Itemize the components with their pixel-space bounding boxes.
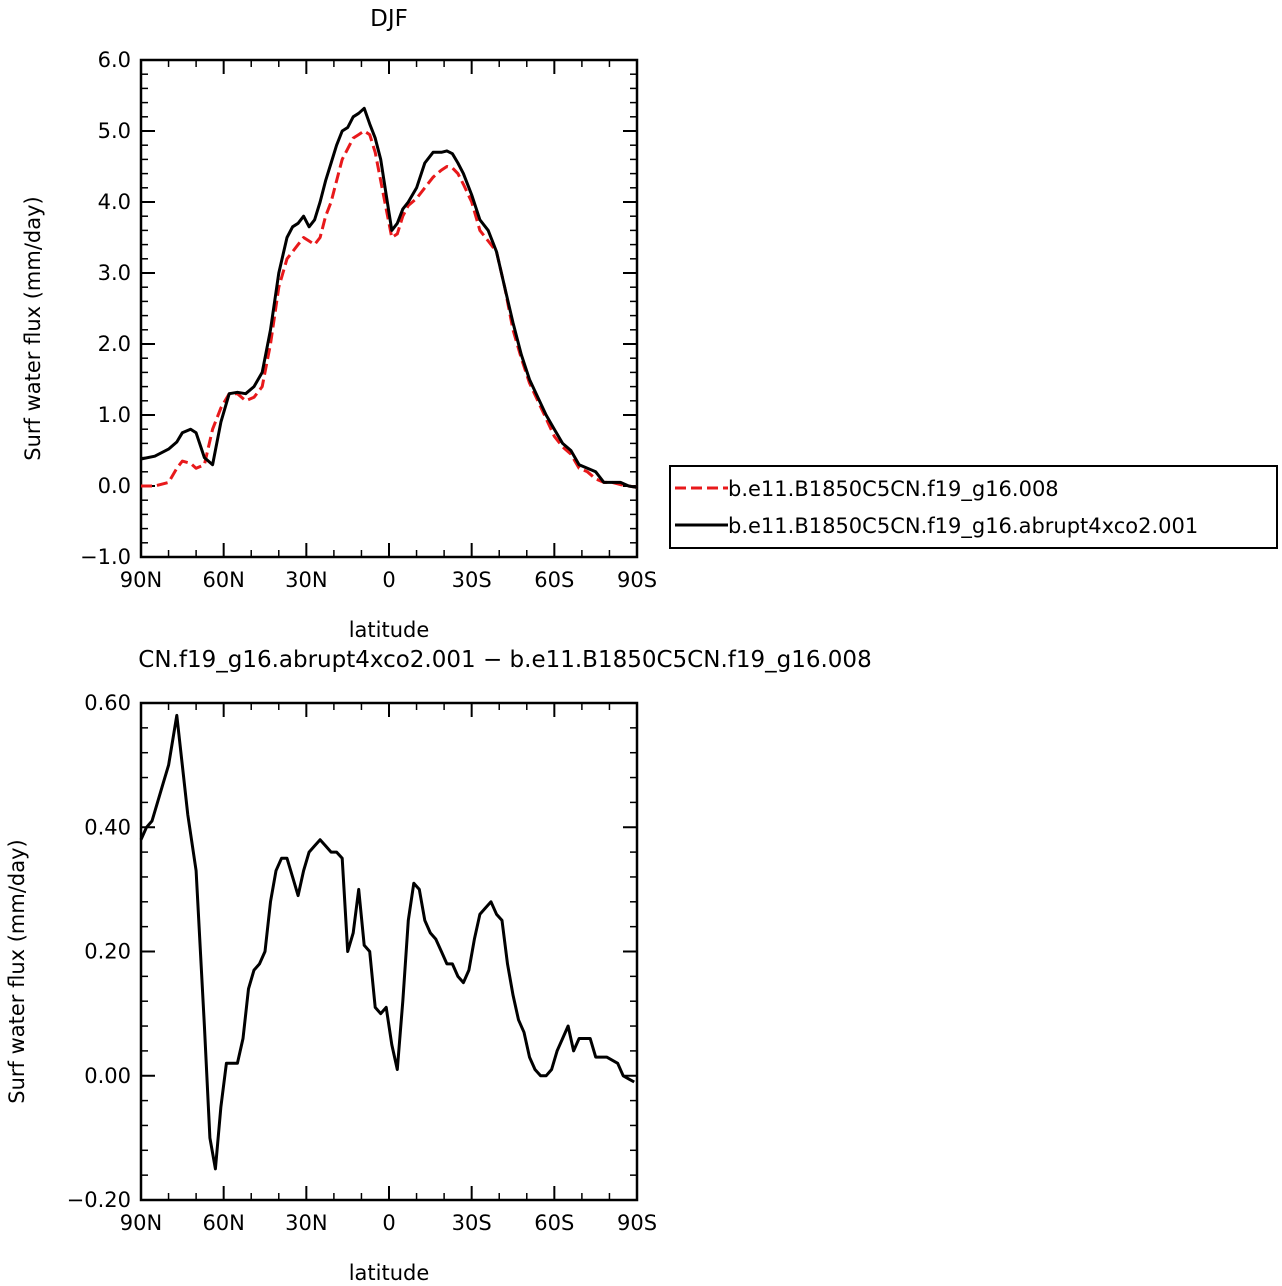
y-tick-label: 1.0 xyxy=(98,403,131,427)
legend-label-1: b.e11.B1850C5CN.f19_g16.abrupt4xco2.001 xyxy=(728,514,1198,539)
y-tick-label: −1.0 xyxy=(80,545,131,569)
x-tick-label: 90N xyxy=(120,568,162,592)
y-tick-label: 0.20 xyxy=(84,940,131,964)
chart-title: DJF xyxy=(370,6,408,32)
x-tick-label: 60S xyxy=(534,568,574,592)
series-line-1 xyxy=(140,106,638,489)
x-tick-label: 60N xyxy=(202,568,244,592)
y-axis-label: Surf water flux (mm/day) xyxy=(21,196,45,461)
legend: b.e11.B1850C5CN.f19_g16.008 b.e11.B1850C5… xyxy=(669,465,1278,549)
y-tick-label: 0.0 xyxy=(98,474,131,498)
y-tick-label: 2.0 xyxy=(98,332,131,356)
x-tick-label: 30S xyxy=(452,1211,492,1235)
y-tick-label: −0.20 xyxy=(67,1188,131,1212)
chart-difference: CN.f19_g16.abrupt4xco2.001 − b.e11.B1850… xyxy=(5,647,872,1285)
chart-djf: DJF 90N 60N 30N 0 30S 60S 90S −1.0 0.0 1.0 2.0 3.0 4.… xyxy=(21,6,657,642)
series-line-0 xyxy=(139,713,635,1171)
legend-box xyxy=(669,465,1278,549)
x-axis-label: latitude xyxy=(349,618,430,642)
y-axis-label: Surf water flux (mm/day) xyxy=(5,839,29,1104)
y-tick-label: 0.40 xyxy=(84,815,131,839)
x-tick-label: 0 xyxy=(382,1211,395,1235)
legend-label-0: b.e11.B1850C5CN.f19_g16.008 xyxy=(728,477,1059,502)
x-tick-label: 90S xyxy=(617,1211,657,1235)
x-tick-label: 60N xyxy=(202,1211,244,1235)
plot-frame xyxy=(139,58,639,559)
y-tick-label: 6.0 xyxy=(98,48,131,72)
y-tick-label: 3.0 xyxy=(98,261,131,285)
x-tick-label: 30N xyxy=(285,568,327,592)
plot-frame xyxy=(139,701,639,1202)
x-tick-label: 30N xyxy=(285,1211,327,1235)
x-tick-label: 90N xyxy=(120,1211,162,1235)
chart-title: CN.f19_g16.abrupt4xco2.001 − b.e11.B1850… xyxy=(138,647,871,673)
x-tick-label: 0 xyxy=(382,568,395,592)
y-tick-label: 4.0 xyxy=(98,190,131,214)
x-axis-label: latitude xyxy=(349,1261,430,1285)
y-tick-label: 0.00 xyxy=(84,1064,131,1088)
series-line-0 xyxy=(141,129,638,489)
x-tick-label: 90S xyxy=(617,568,657,592)
y-tick-label: 5.0 xyxy=(98,119,131,143)
y-tick-label: 0.60 xyxy=(84,691,131,715)
x-tick-label: 60S xyxy=(534,1211,574,1235)
x-tick-label: 30S xyxy=(452,568,492,592)
